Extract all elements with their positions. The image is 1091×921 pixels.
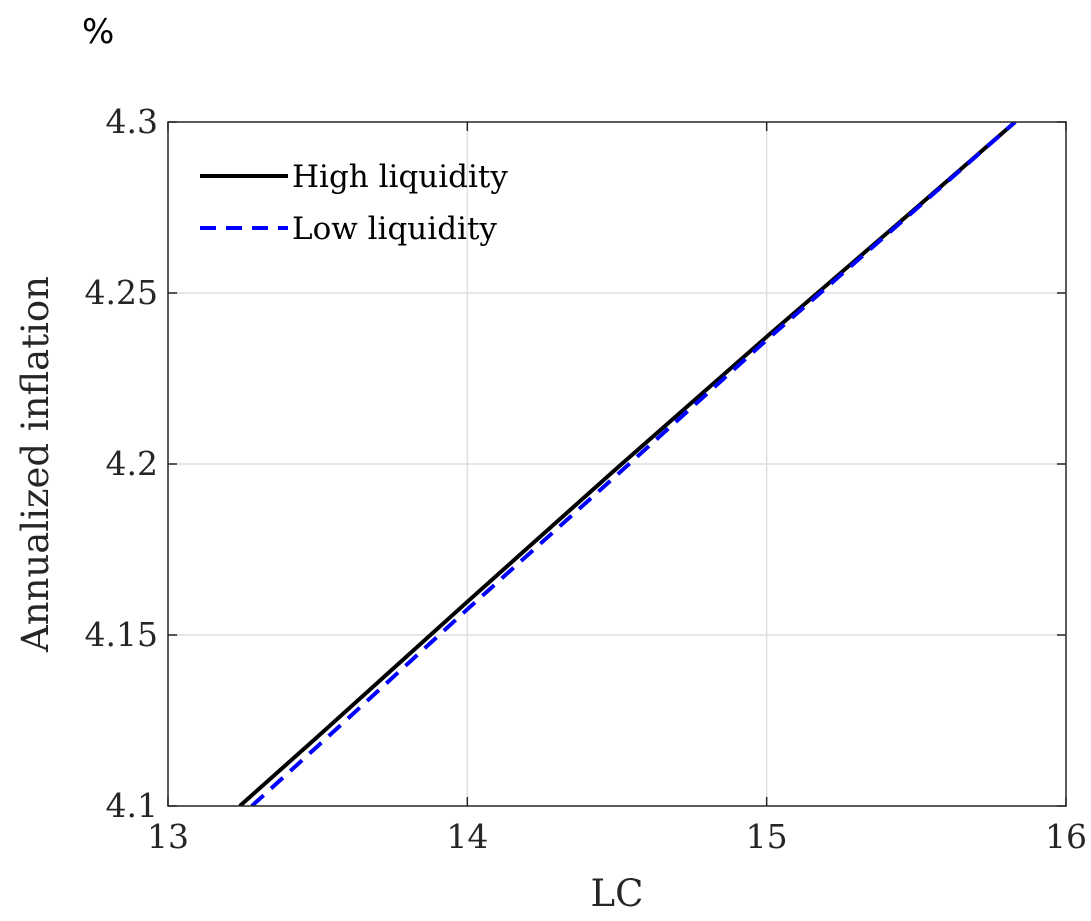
axes-frame	[167, 121, 1067, 807]
x-axis-title: LC	[591, 872, 644, 915]
y-tick-label: 4.1	[106, 786, 158, 825]
tick-labels: 13 14 15 16 4.1 4.15 4.2 4.25 4.3	[85, 102, 1087, 856]
series-lines	[238, 122, 1017, 806]
legend: High liquidity Low liquidity	[200, 159, 508, 247]
y-tick-label: 4.15	[85, 615, 158, 654]
x-tick-label: 13	[147, 817, 189, 856]
legend-label: Low liquidity	[292, 211, 497, 247]
legend-label: High liquidity	[292, 159, 508, 195]
y-tick-label: 4.25	[85, 273, 158, 312]
x-tick-label: 16	[1045, 817, 1087, 856]
series-line-low-liquidity	[250, 122, 1017, 806]
grid-lines	[168, 122, 1066, 806]
x-tick-label: 15	[746, 817, 788, 856]
y-unit-label: %	[82, 12, 115, 52]
y-tick-label: 4.3	[106, 102, 158, 141]
x-tick-label: 14	[446, 817, 488, 856]
y-tick-label: 4.2	[106, 444, 158, 483]
y-axis-title: Annualized inflation	[14, 276, 57, 653]
